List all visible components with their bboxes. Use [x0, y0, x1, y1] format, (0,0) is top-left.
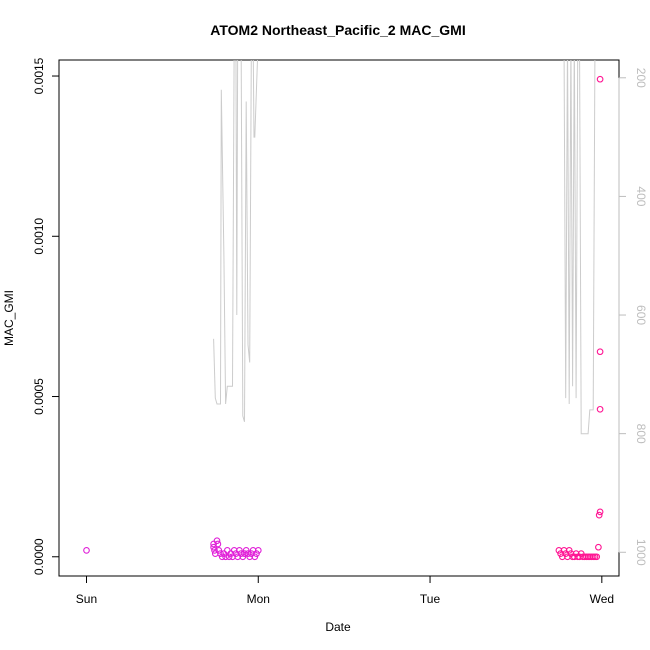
series-line-2 [213, 60, 258, 422]
data-point-0-8 [217, 550, 224, 557]
data-point-1-24 [595, 511, 603, 519]
right-tick-label-1: 400 [634, 186, 648, 206]
data-point-0-11 [222, 553, 229, 561]
data-point-1-22 [593, 553, 601, 561]
data-point-0-0 [83, 547, 90, 554]
right-tick-label-4: 1000 [634, 539, 648, 566]
y-tick-label-0: 0.0000 [32, 538, 46, 575]
data-point-1-23 [595, 543, 602, 551]
data-point-0-21 [239, 553, 247, 561]
data-point-1-28 [596, 75, 604, 83]
data-point-1-27 [596, 348, 604, 356]
x-axis: Sun Mon Tue Wed [76, 575, 614, 606]
plot-area-frame [58, 59, 620, 577]
data-point-0-7 [215, 547, 223, 554]
data-point-1-6 [565, 547, 573, 554]
data-point-0-6 [214, 540, 222, 548]
data-point-0-22 [241, 550, 248, 557]
data-point-0-13 [225, 553, 233, 561]
chart-title: ATOM2 Northeast_Pacific_2 MAC_GMI [210, 22, 465, 38]
x-tick-label-0: Sun [76, 592, 97, 606]
data-point-0-9 [218, 553, 226, 561]
x-axis-label: Date [325, 620, 351, 634]
data-point-0-23 [242, 547, 250, 554]
data-point-0-19 [236, 547, 243, 554]
x-tick-label-3: Wed [590, 592, 614, 606]
right-y-axis: 200 400 600 800 1000 [618, 68, 648, 566]
plot-layer [83, 60, 604, 561]
data-point-0-3 [211, 547, 218, 554]
right-tick-label-2: 600 [634, 305, 648, 325]
data-point-0-29 [253, 550, 260, 557]
data-point-1-26 [596, 405, 604, 413]
data-point-0-30 [254, 547, 262, 554]
series-line-3 [563, 60, 596, 435]
data-point-0-12 [223, 547, 231, 554]
right-tick-label-3: 800 [634, 424, 648, 444]
y-tick-label-2: 0.0010 [32, 218, 46, 255]
data-point-0-20 [237, 550, 245, 557]
y-tick-label-3: 0.0015 [32, 57, 46, 94]
y-axis: 0.0000 0.0005 0.0010 0.0015 [32, 57, 60, 575]
y-axis-label: MAC_GMI [2, 290, 16, 346]
data-point-0-1 [210, 540, 217, 548]
data-point-0-2 [210, 543, 217, 551]
data-point-0-28 [251, 553, 259, 561]
data-point-1-25 [596, 508, 604, 516]
data-point-0-24 [244, 550, 252, 557]
x-tick-label-2: Tue [420, 592, 441, 606]
data-point-0-5 [213, 537, 221, 545]
x-tick-label-1: Mon [247, 592, 270, 606]
right-tick-label-0: 200 [634, 68, 648, 88]
y-tick-label-1: 0.0005 [32, 378, 46, 415]
